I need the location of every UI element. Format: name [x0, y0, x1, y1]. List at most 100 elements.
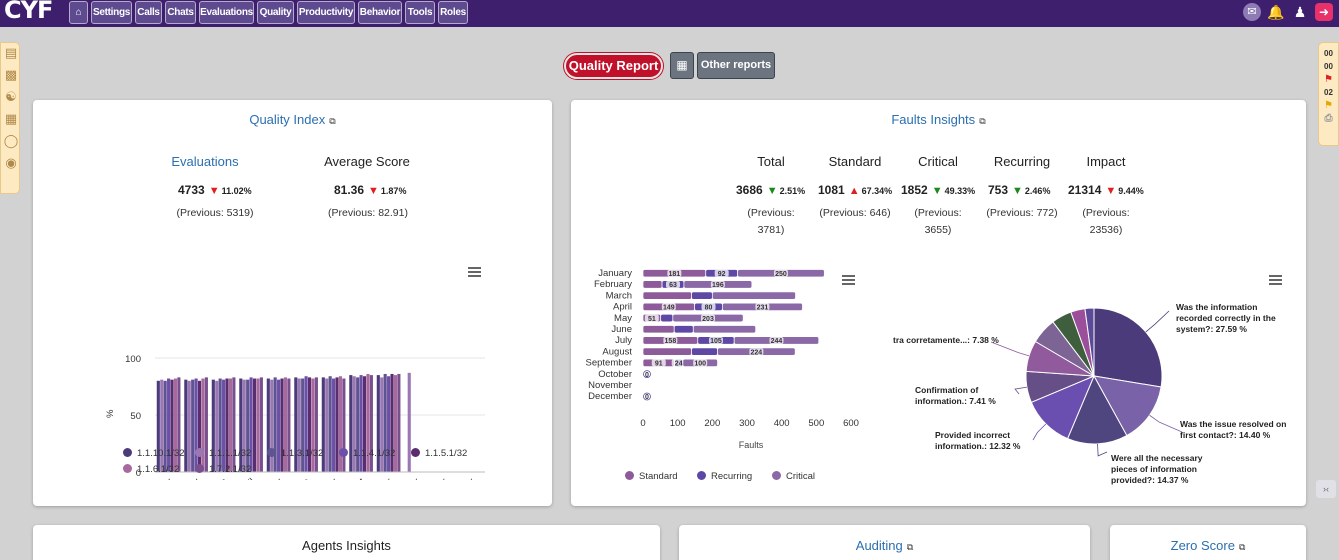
nav-quality[interactable]: Quality: [257, 1, 294, 24]
legend-item[interactable]: Critical: [772, 471, 815, 482]
x-tick-label: March: [203, 476, 229, 480]
bar: [204, 377, 208, 472]
bar: [194, 378, 198, 472]
y-tick-label: November: [588, 380, 632, 391]
evaluations-label[interactable]: Evaluations: [171, 154, 239, 169]
fault-kpi-label: Recurring: [993, 154, 1051, 169]
x-tick-label: 100: [670, 418, 686, 429]
bar: [215, 380, 219, 472]
bar: [380, 377, 384, 472]
palette-icon[interactable]: ◉: [5, 155, 17, 170]
external-link-icon: ⧉: [1238, 542, 1246, 552]
legend-item[interactable]: 1.1.1.1/32: [195, 448, 251, 459]
pie-slice-label: Was the information recorded correctly i…: [1176, 302, 1276, 334]
legend-item[interactable]: 1.1.6.1/32: [123, 464, 179, 475]
bar: [352, 376, 356, 472]
external-link-icon: ⧉: [329, 116, 336, 126]
data-label: 158: [665, 338, 677, 345]
up-arrow-icon: ▲: [848, 185, 860, 197]
legend-item[interactable]: Standard: [625, 471, 678, 482]
faults-insights-title[interactable]: Faults Insights ⧉: [891, 112, 986, 127]
x-tick-label: 500: [808, 418, 824, 429]
bar: [376, 375, 380, 472]
pie-slice: [1066, 374, 1128, 445]
y-tick-label: December: [588, 391, 632, 402]
quality-report-button[interactable]: Quality Report: [564, 53, 663, 79]
legend-item[interactable]: 1.1.10.1/32: [123, 448, 185, 459]
quality-index-title[interactable]: Quality Index ⧉: [249, 112, 336, 127]
pie-slice-label: Was the issue resolved on first contact?…: [1180, 419, 1287, 440]
down-arrow-icon: ▼: [1012, 185, 1023, 197]
zero-marker: [643, 392, 651, 401]
grid-view-icon[interactable]: ▦: [670, 52, 694, 79]
legend-item[interactable]: 1.1.3.1/32: [267, 448, 323, 459]
x-tick-label: 200: [704, 418, 720, 429]
nav-productivity[interactable]: Productivity: [297, 1, 355, 24]
x-tick-label: January: [143, 476, 175, 480]
auditing-title[interactable]: Auditing ⧉: [855, 538, 914, 553]
zero-score-title[interactable]: Zero Score ⧉: [1170, 538, 1246, 553]
chart-icon[interactable]: ▩: [4, 67, 18, 82]
down-arrow-icon: ▼: [1105, 185, 1117, 197]
legend-dot: [195, 448, 204, 457]
fault-kpi-label: Critical: [918, 154, 958, 169]
nav-settings[interactable]: Settings: [91, 1, 132, 24]
bar-chart-menu-icon[interactable]: [842, 275, 855, 286]
data-label: 63: [669, 282, 677, 289]
y-tick-label: October: [598, 369, 632, 380]
data-label-bg: [710, 281, 725, 288]
nav-evaluations[interactable]: Evaluations: [199, 1, 254, 24]
quality-index-chart: 0 50 100% JanuaryFebruaryMarch April May June J…: [105, 354, 485, 480]
pie-slice-label: Were all the necessary pieces of informa…: [1111, 453, 1203, 485]
collapse-arrows-icon[interactable]: ›‹: [1316, 480, 1336, 498]
other-reports-button[interactable]: Other reports: [697, 52, 775, 79]
nav-behavior[interactable]: Behavior: [358, 1, 402, 24]
bar: [335, 377, 339, 472]
chart-menu-icon[interactable]: [468, 267, 481, 278]
user-icon[interactable]: ♟: [1293, 4, 1307, 20]
status-count-1[interactable]: 00: [1324, 49, 1333, 58]
agents-insights-title: Agents Insights: [302, 538, 391, 553]
data-label: 100: [694, 361, 706, 368]
red-flag-icon[interactable]: ⚑: [1324, 74, 1333, 85]
status-count-2[interactable]: 00: [1324, 62, 1333, 71]
pie-slice: [1093, 307, 1163, 388]
legend-item[interactable]: 1.7.2.1/32: [195, 464, 251, 475]
headset-icon[interactable]: ◯: [3, 133, 19, 148]
printer-icon[interactable]: ⎙: [1324, 113, 1333, 124]
calendar-icon[interactable]: ▦: [4, 111, 18, 126]
legend-dot: [697, 471, 706, 480]
bar: [228, 378, 233, 472]
status-count-3[interactable]: 02: [1324, 88, 1333, 97]
data-label-bg: [663, 337, 678, 344]
data-label: 105: [710, 338, 722, 345]
list-icon[interactable]: ▤: [4, 45, 18, 60]
hierarchy-icon[interactable]: ☯: [5, 89, 17, 104]
bar: [311, 378, 315, 472]
legend-item[interactable]: Recurring: [697, 471, 752, 482]
legend-item[interactable]: 1.1.4.1/32: [339, 448, 395, 459]
yellow-flag-icon[interactable]: ⚑: [1324, 100, 1333, 111]
nav-roles[interactable]: Roles: [438, 1, 468, 24]
bar: [218, 378, 222, 472]
logout-icon[interactable]: ➜: [1315, 3, 1333, 21]
bar: [387, 376, 391, 472]
y-axis-label: %: [105, 409, 116, 418]
x-tick-label: 400: [774, 418, 790, 429]
legend-item[interactable]: 1.1.5.1/32: [411, 448, 467, 459]
nav-tools[interactable]: Tools: [405, 1, 435, 24]
pie-chart-menu-icon[interactable]: [1269, 275, 1282, 286]
pie-slice-label: tra corretamente...: 7.38 %: [893, 335, 999, 345]
home-icon[interactable]: ⌂: [69, 1, 88, 24]
data-label-bg: [714, 269, 729, 277]
app-logo[interactable]: CYF: [4, 0, 53, 24]
chat-support-icon[interactable]: ✉: [1243, 3, 1261, 21]
bar: [325, 378, 329, 472]
down-arrow-icon: ▼: [368, 185, 379, 197]
x-tick-label: February: [168, 476, 203, 480]
top-navbar: CYF ⌂ Settings Calls Chats Evaluations Q…: [0, 0, 1339, 27]
data-label: 244: [771, 338, 783, 345]
bell-icon[interactable]: 🔔: [1267, 4, 1285, 20]
nav-chats[interactable]: Chats: [165, 1, 196, 24]
nav-calls[interactable]: Calls: [135, 1, 162, 24]
